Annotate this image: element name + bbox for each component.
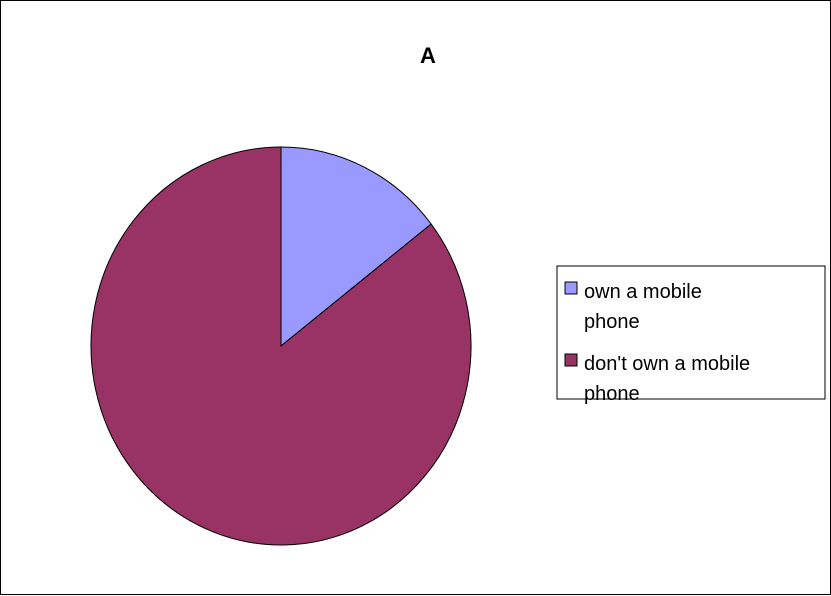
pie-slices — [90, 146, 472, 546]
legend-label-1-line-2: phone — [584, 311, 640, 333]
legend-box — [556, 265, 826, 400]
chart-title: A — [420, 43, 436, 68]
pie-slice-2 — [90, 146, 472, 546]
legend-swatch-2 — [564, 353, 578, 367]
pie-slice-1 — [280, 146, 432, 348]
legend-label-2-line-2: phone — [584, 383, 640, 405]
legend-label-2-line-1: don't own a mobile — [584, 353, 750, 375]
legend: own a mobile phone don't own a mobile phone — [556, 265, 826, 405]
legend-swatch-1 — [564, 281, 578, 295]
legend-label-1-line-1: own a mobile — [584, 281, 702, 303]
